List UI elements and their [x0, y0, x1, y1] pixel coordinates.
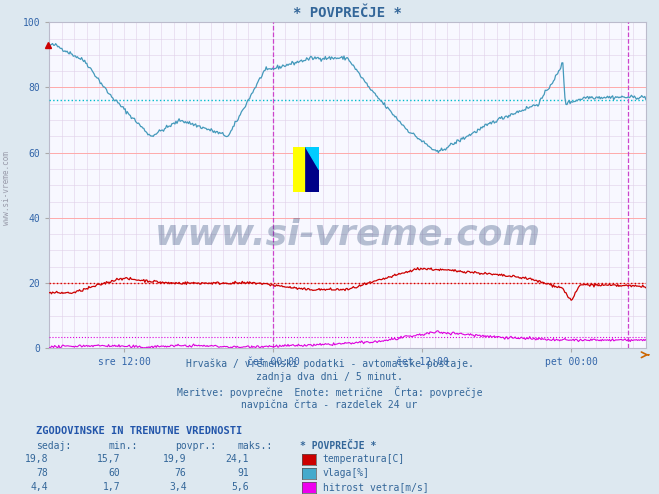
Text: ZGODOVINSKE IN TRENUTNE VREDNOSTI: ZGODOVINSKE IN TRENUTNE VREDNOSTI	[36, 426, 243, 436]
Text: 60: 60	[109, 468, 121, 478]
Text: 5,6: 5,6	[231, 482, 249, 492]
Text: temperatura[C]: temperatura[C]	[323, 454, 405, 464]
Text: 76: 76	[175, 468, 186, 478]
Text: maks.:: maks.:	[237, 441, 272, 451]
Text: povpr.:: povpr.:	[175, 441, 215, 451]
Text: hitrost vetra[m/s]: hitrost vetra[m/s]	[323, 482, 428, 492]
Bar	[306, 147, 319, 192]
Text: 19,9: 19,9	[163, 454, 186, 464]
Title: * POVPREČJE *: * POVPREČJE *	[293, 5, 402, 20]
Text: 15,7: 15,7	[97, 454, 121, 464]
Text: 4,4: 4,4	[30, 482, 48, 492]
Polygon shape	[306, 147, 319, 169]
Text: 1,7: 1,7	[103, 482, 121, 492]
Text: 19,8: 19,8	[24, 454, 48, 464]
Text: * POVPREČJE *: * POVPREČJE *	[300, 441, 376, 451]
Text: Hrvaška / vremenski podatki - avtomatske postaje.: Hrvaška / vremenski podatki - avtomatske…	[186, 358, 473, 369]
Text: 78: 78	[36, 468, 48, 478]
Text: vlaga[%]: vlaga[%]	[323, 468, 370, 478]
Text: navpična črta - razdelek 24 ur: navpična črta - razdelek 24 ur	[241, 400, 418, 410]
Text: 91: 91	[237, 468, 249, 478]
Text: Meritve: povprečne  Enote: metrične  Črta: povprečje: Meritve: povprečne Enote: metrične Črta:…	[177, 386, 482, 398]
Polygon shape	[306, 147, 319, 192]
Text: sedaj:: sedaj:	[36, 441, 71, 451]
Text: www.si-vreme.com: www.si-vreme.com	[2, 151, 11, 225]
Text: zadnja dva dni / 5 minut.: zadnja dva dni / 5 minut.	[256, 372, 403, 382]
Text: www.si-vreme.com: www.si-vreme.com	[155, 217, 540, 251]
Text: 3,4: 3,4	[169, 482, 186, 492]
Text: min.:: min.:	[109, 441, 138, 451]
Bar	[293, 147, 306, 192]
Text: 24,1: 24,1	[225, 454, 249, 464]
